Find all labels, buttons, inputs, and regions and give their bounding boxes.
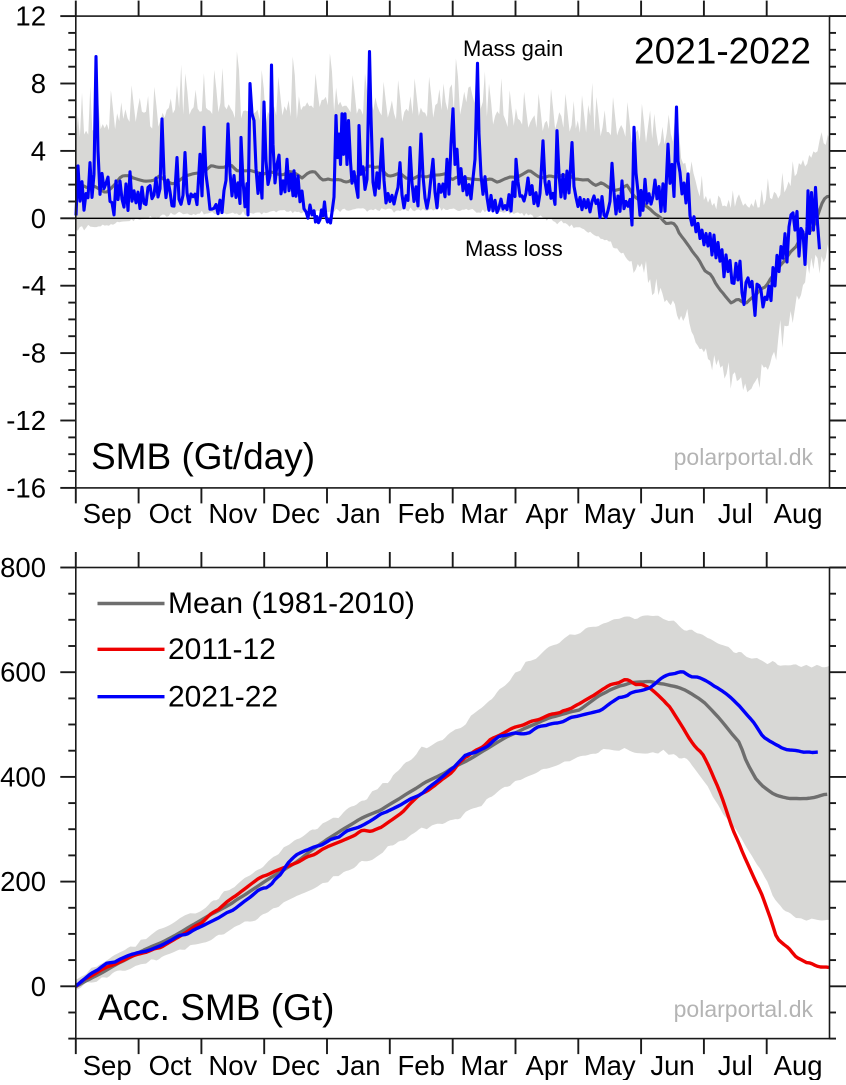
svg-text:2021-2022: 2021-2022 xyxy=(634,31,811,72)
svg-text:0: 0 xyxy=(31,971,46,1002)
svg-text:Feb: Feb xyxy=(398,498,445,529)
svg-text:400: 400 xyxy=(0,761,46,792)
svg-text:polarportal.dk: polarportal.dk xyxy=(674,996,814,1022)
svg-text:Nov: Nov xyxy=(208,498,257,529)
svg-text:-12: -12 xyxy=(6,405,46,436)
svg-text:Mass loss: Mass loss xyxy=(465,236,563,261)
svg-text:Oct: Oct xyxy=(149,1050,192,1080)
svg-text:8: 8 xyxy=(31,68,46,99)
svg-text:Dec: Dec xyxy=(271,1050,320,1080)
svg-text:Feb: Feb xyxy=(398,1050,445,1080)
svg-text:800: 800 xyxy=(0,552,46,583)
svg-text:Acc. SMB (Gt): Acc. SMB (Gt) xyxy=(98,987,334,1028)
svg-text:2021-22: 2021-22 xyxy=(168,681,278,714)
svg-text:Mar: Mar xyxy=(460,498,507,529)
svg-text:May: May xyxy=(584,498,636,529)
svg-text:-8: -8 xyxy=(22,338,46,369)
svg-text:Nov: Nov xyxy=(208,1050,257,1080)
svg-text:600: 600 xyxy=(0,657,46,688)
svg-text:0: 0 xyxy=(31,203,46,234)
svg-text:Aug: Aug xyxy=(774,498,823,529)
svg-text:Dec: Dec xyxy=(271,498,320,529)
svg-text:2011-12: 2011-12 xyxy=(168,633,276,666)
svg-text:-16: -16 xyxy=(6,472,46,503)
svg-text:12: 12 xyxy=(15,1,46,32)
svg-text:Mean (1981-2010): Mean (1981-2010) xyxy=(168,587,415,620)
svg-text:Jul: Jul xyxy=(718,498,753,529)
svg-text:Mass gain: Mass gain xyxy=(463,36,563,61)
svg-text:Apr: Apr xyxy=(526,1050,569,1080)
svg-text:Jun: Jun xyxy=(650,498,694,529)
svg-text:Mar: Mar xyxy=(460,1050,507,1080)
svg-text:Jul: Jul xyxy=(718,1050,753,1080)
svg-text:Sep: Sep xyxy=(83,1050,132,1080)
svg-text:Aug: Aug xyxy=(774,1050,823,1080)
svg-text:4: 4 xyxy=(31,135,46,166)
svg-text:May: May xyxy=(584,1050,636,1080)
svg-text:Jan: Jan xyxy=(336,498,380,529)
svg-text:polarportal.dk: polarportal.dk xyxy=(674,444,814,470)
svg-text:Apr: Apr xyxy=(526,498,569,529)
svg-text:-4: -4 xyxy=(22,270,46,301)
svg-text:200: 200 xyxy=(0,866,46,897)
svg-text:Jun: Jun xyxy=(650,1050,694,1080)
svg-text:Sep: Sep xyxy=(83,498,132,529)
svg-text:Jan: Jan xyxy=(336,1050,380,1080)
svg-text:SMB (Gt/day): SMB (Gt/day) xyxy=(91,436,315,477)
svg-text:Oct: Oct xyxy=(149,498,192,529)
